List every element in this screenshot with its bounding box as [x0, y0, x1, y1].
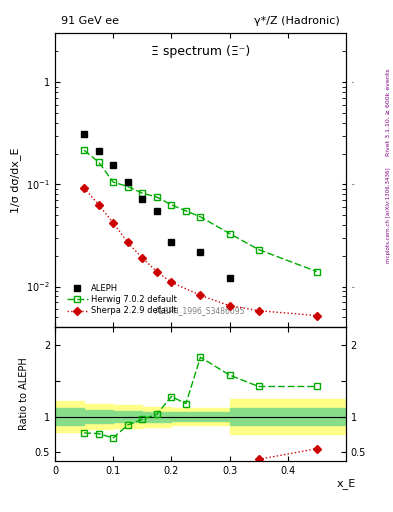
- Sherpa 2.2.9 default: [125, 239, 130, 245]
- Herwig 7.0.2 default: [227, 230, 232, 237]
- ALEPH: [140, 196, 145, 202]
- Sherpa 2.2.9 default: [256, 308, 261, 314]
- Y-axis label: 1/σ dσ/dx_E: 1/σ dσ/dx_E: [10, 147, 21, 213]
- Legend: ALEPH, Herwig 7.0.2 default, Sherpa 2.2.9 default: ALEPH, Herwig 7.0.2 default, Sherpa 2.2.…: [65, 283, 178, 317]
- Sherpa 2.2.9 default: [198, 292, 203, 298]
- Sherpa 2.2.9 default: [227, 303, 232, 309]
- Y-axis label: Ratio to ALEPH: Ratio to ALEPH: [19, 357, 29, 431]
- Text: γ*/Z (Hadronic): γ*/Z (Hadronic): [254, 16, 340, 26]
- Herwig 7.0.2 default: [154, 194, 159, 200]
- Sherpa 2.2.9 default: [111, 220, 116, 226]
- ALEPH: [227, 275, 232, 282]
- Herwig 7.0.2 default: [111, 179, 116, 185]
- Text: Rivet 3.1.10, ≥ 600k events: Rivet 3.1.10, ≥ 600k events: [386, 69, 391, 157]
- Text: Ξ spectrum (Ξ⁻): Ξ spectrum (Ξ⁻): [151, 45, 250, 58]
- ALEPH: [96, 148, 101, 155]
- Text: 91 GeV ee: 91 GeV ee: [61, 16, 119, 26]
- Line: Herwig 7.0.2 default: Herwig 7.0.2 default: [81, 147, 320, 275]
- Herwig 7.0.2 default: [125, 183, 130, 189]
- ALEPH: [169, 239, 174, 245]
- ALEPH: [125, 179, 130, 185]
- Herwig 7.0.2 default: [140, 190, 145, 196]
- Herwig 7.0.2 default: [314, 268, 319, 274]
- Line: ALEPH: ALEPH: [81, 131, 233, 282]
- Herwig 7.0.2 default: [198, 214, 203, 220]
- Text: ALEPH_1996_S3486095: ALEPH_1996_S3486095: [155, 307, 246, 315]
- ALEPH: [198, 248, 203, 254]
- ALEPH: [82, 131, 86, 137]
- Herwig 7.0.2 default: [256, 246, 261, 252]
- Sherpa 2.2.9 default: [314, 312, 319, 318]
- Herwig 7.0.2 default: [169, 202, 174, 208]
- ALEPH: [154, 208, 159, 214]
- Sherpa 2.2.9 default: [140, 255, 145, 261]
- ALEPH: [111, 162, 116, 168]
- Sherpa 2.2.9 default: [169, 279, 174, 285]
- Sherpa 2.2.9 default: [96, 202, 101, 208]
- Herwig 7.0.2 default: [82, 147, 86, 154]
- Sherpa 2.2.9 default: [82, 185, 86, 191]
- Herwig 7.0.2 default: [96, 159, 101, 165]
- Line: Sherpa 2.2.9 default: Sherpa 2.2.9 default: [81, 185, 320, 318]
- Sherpa 2.2.9 default: [154, 268, 159, 274]
- Herwig 7.0.2 default: [184, 208, 188, 214]
- Text: mcplots.cern.ch [arXiv:1306.3436]: mcplots.cern.ch [arXiv:1306.3436]: [386, 167, 391, 263]
- X-axis label: x_E: x_E: [336, 478, 355, 489]
